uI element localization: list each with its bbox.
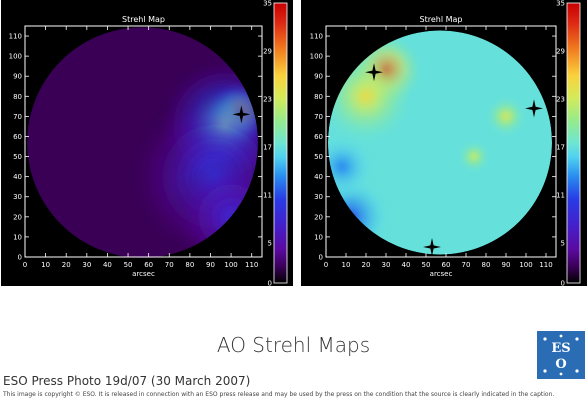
x-tick-label: 30 xyxy=(82,261,91,269)
plot-frame xyxy=(325,25,557,258)
y-tick-label: 0 xyxy=(18,254,22,262)
x-tick-label: 30 xyxy=(382,261,391,269)
y-tick-label: 20 xyxy=(13,213,22,221)
colorbar-tick-label: 11 xyxy=(263,192,272,200)
x-tick-label: 40 xyxy=(402,261,411,269)
x-tick-label: 70 xyxy=(165,261,174,269)
eso-logo-es: ES xyxy=(551,341,570,356)
y-tick-label: 10 xyxy=(314,233,323,241)
x-axis-label: arcsec xyxy=(430,270,453,278)
y-tick-label: 80 xyxy=(314,93,323,101)
colorbar-tick-label: 35 xyxy=(556,0,565,8)
y-tick-label: 10 xyxy=(13,233,22,241)
y-tick-label: 80 xyxy=(13,93,22,101)
colorbar xyxy=(273,2,288,284)
x-tick-label: 10 xyxy=(342,261,351,269)
y-tick-label: 60 xyxy=(13,133,22,141)
eso-logo: ES O xyxy=(537,331,585,379)
x-tick-label: 100 xyxy=(519,261,532,269)
y-tick-label: 0 xyxy=(319,254,323,262)
x-tick-label: 60 xyxy=(144,261,153,269)
eso-logo-o: O xyxy=(555,357,566,372)
x-tick-label: 110 xyxy=(245,261,258,269)
x-tick-label: 110 xyxy=(539,261,552,269)
y-tick-label: 90 xyxy=(13,73,22,81)
y-tick-label: 70 xyxy=(13,113,22,121)
y-tick-label: 20 xyxy=(314,213,323,221)
chart-title: Strehl Map xyxy=(420,15,463,24)
x-tick-label: 40 xyxy=(103,261,112,269)
x-axis-label: arcsec xyxy=(132,270,155,278)
x-tick-label: 60 xyxy=(442,261,451,269)
x-tick-label: 10 xyxy=(41,261,50,269)
press-photo-line: ESO Press Photo 19d/07 (30 March 2007) xyxy=(3,374,251,388)
guide-star-marker xyxy=(365,63,383,82)
x-tick-label: 50 xyxy=(422,261,431,269)
strehl-map-right-panel: 0 10 20 30 40 50 60 70 80 90 100 110 0 10 20 30 40 50 60 70… xyxy=(301,0,587,286)
plot-frame xyxy=(24,25,263,258)
x-tick-label: 80 xyxy=(185,261,194,269)
x-tick-label: 20 xyxy=(62,261,71,269)
y-tick-label: 70 xyxy=(314,113,323,121)
colorbar-tick-label: 29 xyxy=(263,48,272,56)
x-tick-label: 90 xyxy=(206,261,215,269)
x-tick-label: 50 xyxy=(124,261,133,269)
copyright-notice: This image is copyright © ESO. It is rel… xyxy=(3,391,555,398)
y-tick-label: 30 xyxy=(13,193,22,201)
x-tick-label: 90 xyxy=(502,261,511,269)
strehl-blob xyxy=(486,96,526,137)
x-tick-label: 0 xyxy=(23,261,27,269)
strehl-map-left-panel: 0 10 20 30 40 50 60 70 80 90 100 110 0 10 20 30 40 50 60 70… xyxy=(1,0,293,286)
x-tick-label: 70 xyxy=(462,261,471,269)
chart-title: Strehl Map xyxy=(122,15,165,24)
colorbar-tick-label: 23 xyxy=(556,96,565,104)
x-tick-label: 0 xyxy=(324,261,328,269)
colorbar-tick-label: 17 xyxy=(263,144,272,152)
x-tick-label: 20 xyxy=(362,261,371,269)
colorbar-tick-label: 29 xyxy=(556,48,565,56)
colorbar-tick-label: 5 xyxy=(561,240,565,248)
colorbar-tick-label: 11 xyxy=(556,192,565,200)
strehl-blob xyxy=(458,140,490,173)
x-tick-label: 100 xyxy=(224,261,237,269)
colorbar-tick-label: 0 xyxy=(561,280,565,287)
y-tick-label: 30 xyxy=(314,193,323,201)
y-tick-label: 110 xyxy=(310,33,323,41)
y-tick-label: 60 xyxy=(314,133,323,141)
colorbar-tick-label: 5 xyxy=(268,240,272,248)
strehl-map-right-svg: 0 10 20 30 40 50 60 70 80 90 100 110010203040506070… xyxy=(310,0,581,287)
strehl-map-left-svg: 0 10 20 30 40 50 60 70 80 90 100 110010203040506070… xyxy=(9,0,288,287)
guide-star-marker xyxy=(232,105,251,124)
colorbar-tick-label: 17 xyxy=(556,144,565,152)
y-tick-label: 40 xyxy=(13,173,22,181)
guide-star-marker xyxy=(423,237,441,256)
guide-star-marker xyxy=(525,99,543,118)
colorbar-tick-label: 23 xyxy=(263,96,272,104)
y-tick-label: 100 xyxy=(9,53,22,61)
x-tick-label: 80 xyxy=(482,261,491,269)
y-tick-label: 90 xyxy=(314,73,323,81)
y-tick-label: 110 xyxy=(9,33,22,41)
colorbar-tick-label: 35 xyxy=(263,0,272,8)
strehl-blob xyxy=(328,134,374,199)
y-tick-label: 50 xyxy=(13,153,22,161)
y-tick-label: 50 xyxy=(314,153,323,161)
y-tick-label: 100 xyxy=(310,53,323,61)
colorbar-tick-label: 0 xyxy=(268,280,272,287)
y-tick-label: 40 xyxy=(314,173,323,181)
colorbar xyxy=(566,2,581,284)
caption-title: AO Strehl Maps xyxy=(216,333,371,357)
